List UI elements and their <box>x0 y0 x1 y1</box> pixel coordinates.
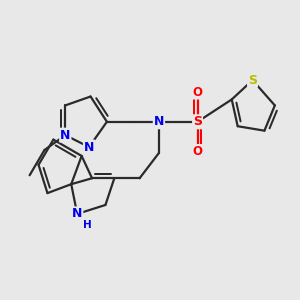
Text: O: O <box>193 145 202 158</box>
Text: N: N <box>84 140 94 154</box>
Text: N: N <box>60 129 70 142</box>
Text: N: N <box>154 115 164 128</box>
Text: S: S <box>193 115 202 128</box>
Text: H: H <box>83 220 92 230</box>
Text: O: O <box>193 85 202 98</box>
Text: N: N <box>72 207 83 220</box>
Text: S: S <box>248 74 257 87</box>
